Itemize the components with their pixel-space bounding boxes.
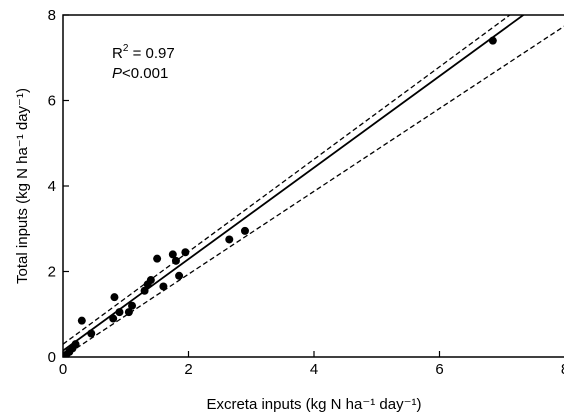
y-tick-label: 4 <box>48 178 56 195</box>
data-point <box>115 308 124 317</box>
data-point <box>140 286 149 295</box>
x-tick-label: 2 <box>184 361 192 378</box>
data-point <box>168 250 177 259</box>
x-tick-label: 8 <box>561 361 564 378</box>
confidence-line-lower <box>63 25 564 357</box>
data-point <box>171 256 180 265</box>
p-value-annotation: P<0.001 <box>112 65 168 82</box>
y-axis-title: Total inputs (kg N ha⁻¹ day⁻¹) <box>14 88 31 284</box>
data-point <box>153 254 162 263</box>
axis-tick-labels: 0 2 4 6 8 0 2 4 6 8 <box>48 7 564 378</box>
x-axis-title: Excreta inputs (kg N ha⁻¹ day⁻¹) <box>206 396 421 413</box>
data-point <box>146 276 155 285</box>
y-tick-label: 0 <box>48 349 56 366</box>
data-point <box>71 340 80 349</box>
x-tick-label: 4 <box>310 361 318 378</box>
data-point <box>181 248 190 257</box>
y-tick-label: 2 <box>48 264 56 281</box>
data-point <box>124 308 133 317</box>
data-point <box>159 282 168 291</box>
data-point <box>175 271 184 280</box>
r-squared-annotation: R2 = 0.97 <box>112 43 175 62</box>
data-point <box>109 314 118 323</box>
y-tick-label: 6 <box>48 93 56 110</box>
data-point <box>110 293 119 302</box>
data-point <box>240 226 249 235</box>
confidence-band-lines <box>63 15 564 357</box>
data-point <box>488 36 497 45</box>
data-point <box>128 301 137 310</box>
data-point <box>87 329 96 338</box>
data-point <box>77 316 86 325</box>
x-tick-label: 6 <box>435 361 443 378</box>
data-point <box>225 235 234 244</box>
data-points <box>63 36 497 357</box>
x-tick-label: 0 <box>59 361 67 378</box>
y-tick-label: 8 <box>48 7 56 24</box>
